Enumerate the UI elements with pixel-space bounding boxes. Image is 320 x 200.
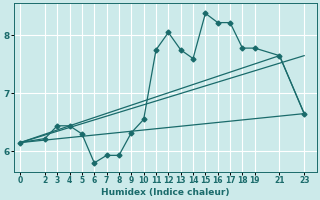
X-axis label: Humidex (Indice chaleur): Humidex (Indice chaleur) [101, 188, 229, 197]
